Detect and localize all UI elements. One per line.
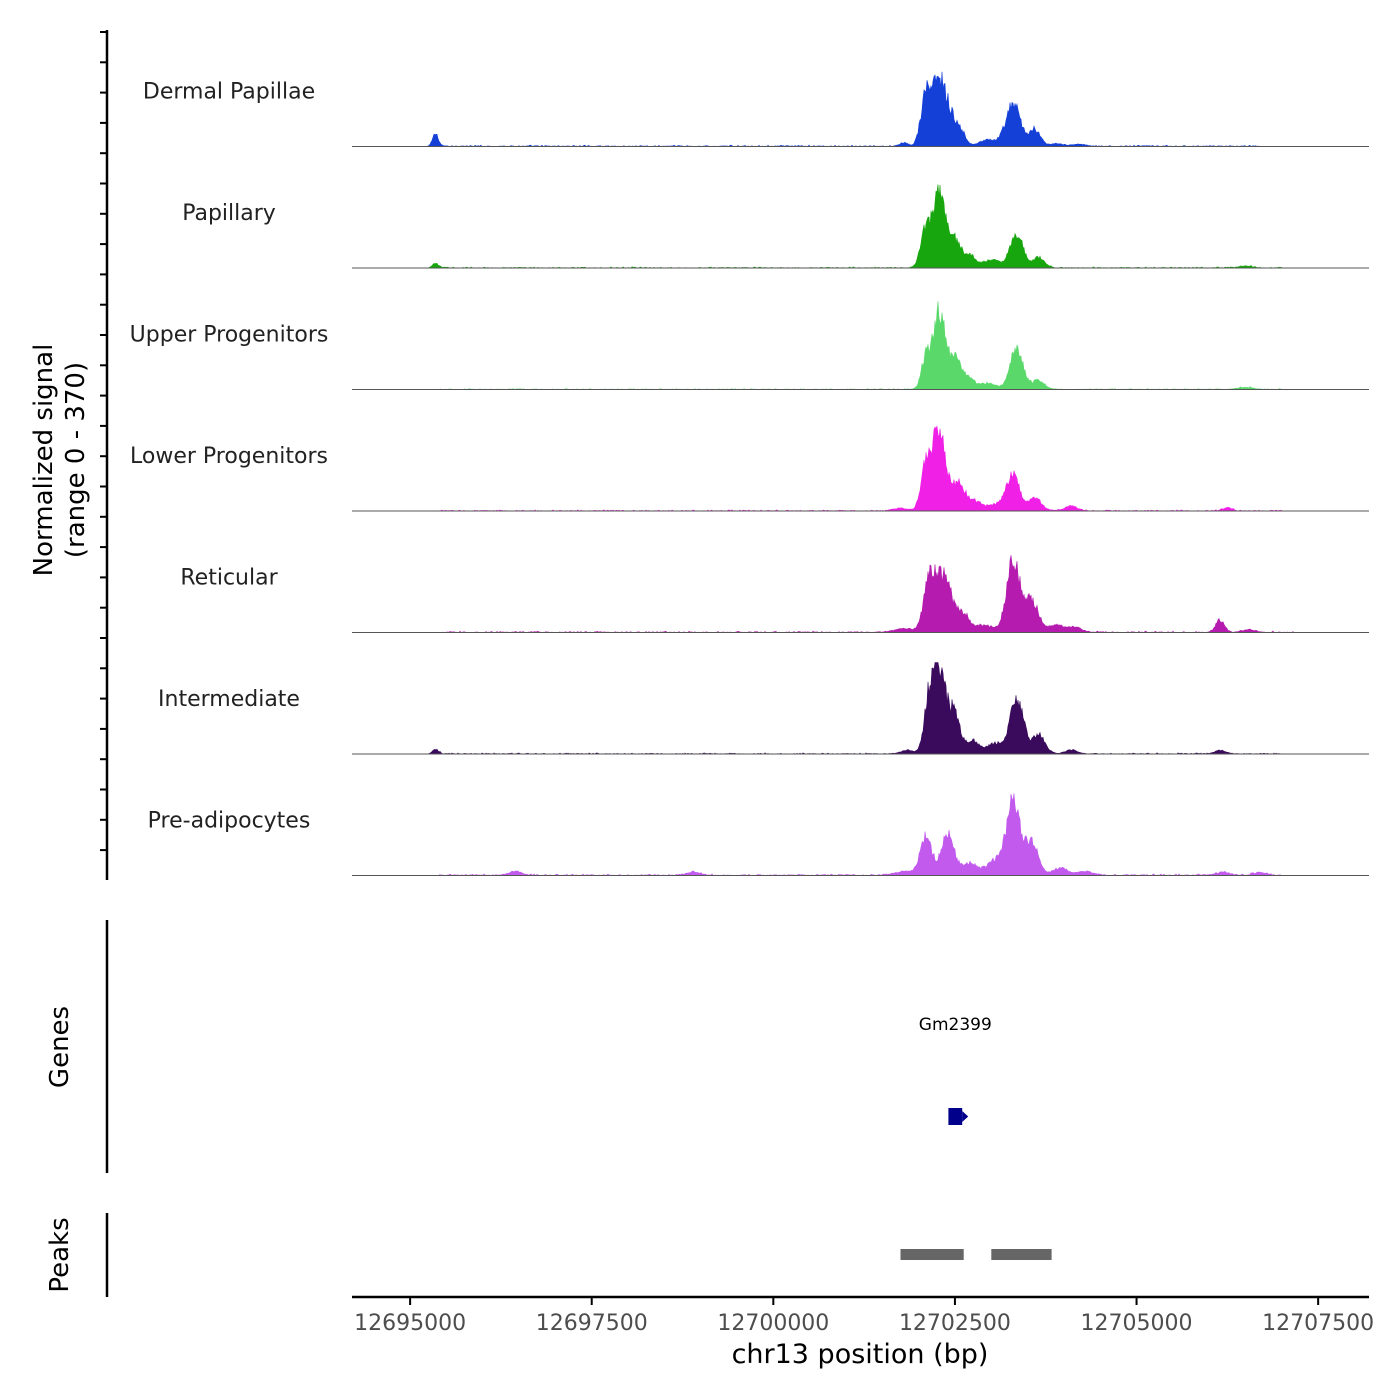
coverage-track: Upper Progenitors	[130, 301, 1369, 390]
coverage-y-axis-ticks	[100, 31, 107, 852]
track-label: Dermal Papillae	[143, 80, 315, 105]
coverage-area	[352, 184, 1369, 269]
x-tick-label: 12702500	[899, 1311, 1011, 1336]
coverage-area	[352, 793, 1369, 876]
x-tick-label: 12697500	[536, 1311, 648, 1336]
coverage-area	[352, 425, 1369, 512]
track-label: Pre-adipocytes	[148, 809, 311, 834]
track-label: Papillary	[182, 201, 276, 226]
gene-strand-arrow	[962, 1111, 969, 1122]
track-label: Upper Progenitors	[130, 323, 329, 348]
coverage-track: Papillary	[182, 184, 1369, 269]
coverage-track: Reticular	[180, 555, 1369, 633]
x-axis-ticks: 12695000 12697500 12700000 12702500 12705000…	[354, 1297, 1374, 1336]
track-label: Lower Progenitors	[130, 444, 328, 469]
coverage-tracks: Dermal Papillae Papillary Upper Progenitor…	[130, 71, 1369, 876]
gene-label: Gm2399	[919, 1015, 992, 1035]
coverage-track: Lower Progenitors	[130, 425, 1369, 512]
genes-panel-label: Genes	[45, 1006, 75, 1088]
y-axis-title-line2: (range 0 - 370)	[61, 362, 91, 558]
y-axis-title-line1: Normalized signal	[29, 344, 59, 577]
y-axis-title: Normalized signal (range 0 - 370)	[29, 344, 91, 577]
x-tick-label: 12700000	[717, 1311, 829, 1336]
peaks-track	[900, 1249, 1052, 1260]
track-label: Intermediate	[158, 687, 300, 712]
coverage-area	[352, 662, 1369, 755]
genes-track: Gm2399	[919, 1015, 992, 1125]
gene-body	[948, 1108, 963, 1125]
coverage-track: Intermediate	[158, 662, 1369, 755]
coverage-track: Dermal Papillae	[143, 71, 1369, 147]
peaks-panel-label: Peaks	[45, 1217, 75, 1292]
peak-region	[991, 1249, 1052, 1260]
coverage-area	[352, 71, 1369, 147]
peak-region	[900, 1249, 964, 1260]
x-axis-title: chr13 position (bp)	[732, 1339, 989, 1370]
x-tick-label: 12705000	[1081, 1311, 1193, 1336]
coverage-area	[352, 555, 1369, 633]
x-tick-label: 12707500	[1262, 1311, 1374, 1336]
x-tick-label: 12695000	[354, 1311, 466, 1336]
track-label: Reticular	[180, 566, 278, 591]
coverage-track: Pre-adipocytes	[148, 793, 1369, 876]
coverage-area	[352, 301, 1369, 390]
